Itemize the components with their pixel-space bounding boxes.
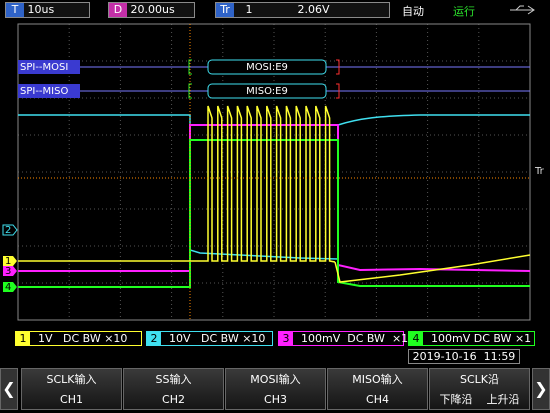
timestamp: 2019-10-16 11:59 [408, 349, 520, 364]
ch1-trace [18, 254, 531, 283]
tag: D [109, 3, 127, 17]
ch-scale: 10V [169, 332, 191, 345]
ch3-info: 3 100mV DC BW ×1 [278, 331, 408, 346]
ch-scale: 100mV [431, 332, 471, 345]
ch3-trace [18, 124, 531, 272]
ch1-info: 1 1V DC BW ×10 [15, 331, 142, 346]
ch-coupling: DC BW [201, 332, 239, 345]
timebase-box: T 10us [5, 2, 90, 18]
ch4-info: 4 100mV DC BW ×1 [408, 331, 535, 346]
ch-number: 1 [16, 332, 30, 345]
ch-number: 2 [147, 332, 161, 345]
clock-pulses [205, 105, 336, 263]
ch3-marker: 3 [5, 266, 11, 277]
decode-text: MISO:E9 [246, 86, 288, 97]
bus-name: SPI--MOSI [20, 62, 68, 73]
menu-title: SCLK沿 [459, 373, 499, 386]
tag: T [6, 3, 24, 17]
tag: Tr [216, 3, 234, 17]
menu-value: CH2 [162, 393, 185, 406]
menu-right[interactable]: ❯ [532, 368, 550, 410]
ch2-marker: 2 [5, 225, 11, 236]
timebase: 10us [27, 3, 55, 16]
menu-button[interactable]: SCLK输入 CH1 [21, 368, 122, 410]
bus-name: SPI--MISO [20, 86, 68, 97]
ch-probe: ×10 [242, 332, 266, 345]
usb-icon [510, 5, 535, 15]
ch-coupling: DC BW [473, 332, 512, 345]
time: 11:59 [483, 350, 516, 363]
menu-option: 上升沿 [486, 393, 520, 406]
menu-option: 下降沿 [439, 393, 473, 406]
ch-coupling: DC BW [347, 332, 385, 345]
ch1-marker: 1 [5, 256, 11, 267]
ch-scale: 1V [38, 332, 53, 345]
bus-label-box [18, 60, 80, 74]
ch4-marker: 4 [5, 282, 11, 293]
trigger-box: Tr 1 2.06V [215, 2, 390, 18]
menu-title: SS输入 [155, 373, 192, 386]
trigger-source: 1 [245, 3, 253, 16]
trigger-mode: 自动 [402, 5, 424, 18]
run-state: 运行 [453, 5, 475, 18]
trigger-marker: Tr [534, 166, 545, 177]
ch-scale: 100mV [301, 332, 341, 345]
menu-button[interactable]: SCLK沿下降沿 上升沿 [429, 368, 530, 410]
grid-border [17, 23, 531, 321]
decode-text: MOSI:E9 [246, 62, 288, 73]
menu-button[interactable]: MISO输入 CH4 [327, 368, 428, 410]
menu-value: CH3 [264, 393, 287, 406]
delay-box: D 20.00us [108, 2, 195, 18]
ch4-trace [18, 139, 530, 288]
ch2-trace [18, 114, 530, 260]
menu-value: CH4 [366, 393, 389, 406]
date: 2019-10-16 [412, 350, 477, 363]
waveform-area: SPI--MOSI SPI--MISO MOSI:E9 MISO:E9 Tr 2… [2, 23, 545, 321]
menu-button[interactable]: MOSI输入 CH3 [225, 368, 326, 410]
ch-number: 3 [279, 332, 293, 345]
decode-box [207, 59, 327, 75]
ch-probe: ×1 [391, 332, 409, 345]
ch-number: 4 [409, 332, 423, 345]
ch-coupling: DC BW [63, 332, 101, 345]
ch-probe: ×1 [514, 332, 532, 345]
ch2-info: 2 10V DC BW ×10 [146, 331, 273, 346]
menu-left[interactable]: ❮ [0, 368, 18, 410]
menu-value: CH1 [60, 393, 83, 406]
ch-probe: ×10 [104, 332, 128, 345]
menu-button[interactable]: SS输入 CH2 [123, 368, 224, 410]
menu-title: SCLK输入 [46, 373, 97, 386]
bus-label-box [18, 84, 80, 98]
ch1-trace [205, 105, 336, 263]
menu-title: MISO输入 [352, 373, 403, 386]
delay: 20.00us [130, 3, 175, 16]
menu-title: MOSI输入 [250, 373, 301, 386]
decode-box [207, 83, 327, 99]
trigger-level: 2.06V [297, 3, 330, 16]
